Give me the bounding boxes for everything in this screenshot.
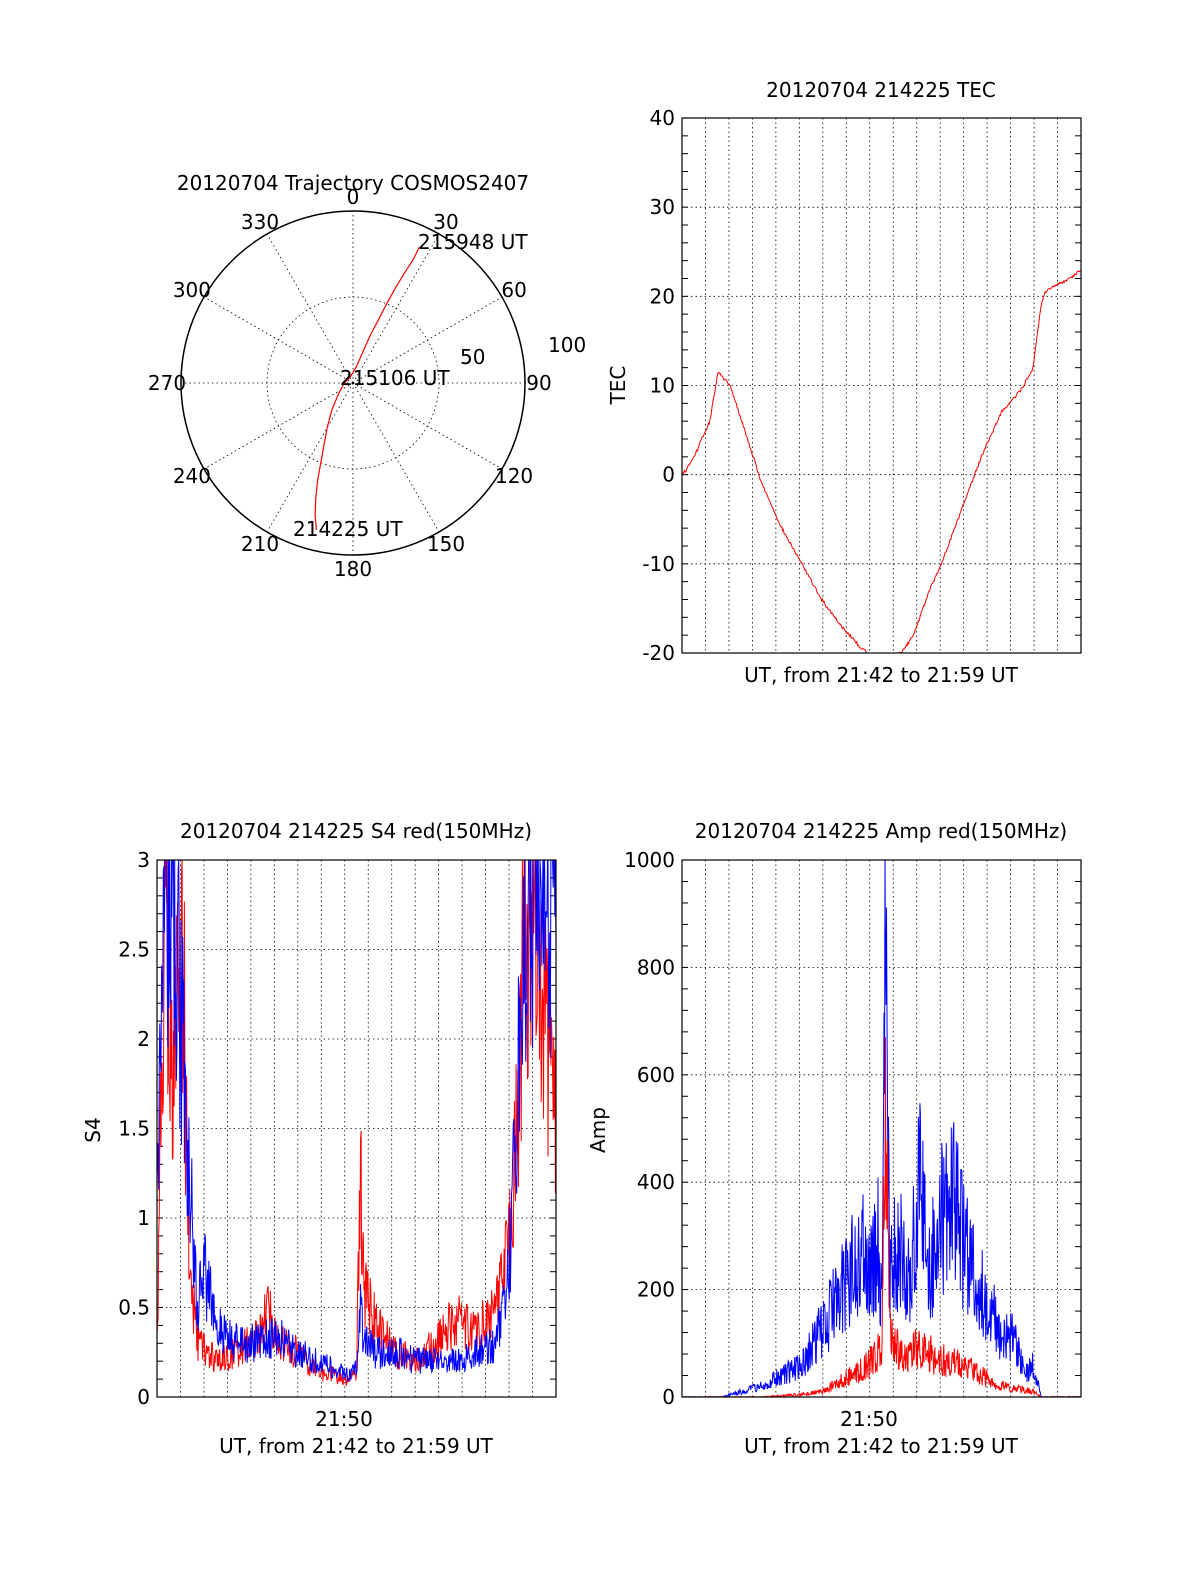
amp-yaxis: 0 200 400 600 800 1000 [624, 848, 1081, 1409]
tec-series [681, 270, 1081, 654]
tec-ylabel: TEC [606, 366, 630, 406]
s4-yaxis: 0 0.5 1 1.5 2 2.5 3 [118, 848, 556, 1409]
amp-grid [682, 860, 1081, 1397]
polar-azimuth-label: 270 [148, 371, 186, 395]
polar-azimuth-label: 240 [173, 464, 211, 488]
polar-azimuth-label: 0 [347, 185, 360, 209]
s4-title: 20120704 214225 S4 red(150MHz) [180, 819, 532, 843]
tec-plot-frame [681, 117, 1082, 654]
s4-grid [157, 860, 556, 1397]
tec-title: 20120704 214225 TEC [766, 78, 996, 102]
amp-plot-frame [681, 859, 1082, 1398]
polar-spoke [203, 382, 354, 470]
tec-yaxis: -20 -10 0 10 20 30 40 [642, 106, 1081, 665]
ytick-label: 800 [637, 955, 675, 979]
amp-ylabel: Amp [586, 1107, 610, 1153]
trajectory-polar-plot: 20120704 Trajectory COSMOS2407 0 30 60 90 12… [148, 171, 586, 581]
s4-ylabel: S4 [81, 1117, 105, 1142]
amp-title: 20120704 214225 Amp red(150MHz) [695, 819, 1067, 843]
polar-spoke [203, 296, 354, 384]
annotation-start-time: 214225 UT [293, 517, 403, 541]
ytick-label: 3 [137, 848, 150, 872]
polar-azimuth-label: 60 [501, 278, 526, 302]
ytick-label: 20 [650, 284, 675, 308]
ytick-label: 600 [637, 1063, 675, 1087]
polar-azimuth-label: 150 [427, 532, 465, 556]
ytick-label: -20 [642, 641, 675, 665]
amp-xlabel: UT, from 21:42 to 21:59 UT [744, 1434, 1019, 1458]
polar-azimuth-label: 30 [433, 210, 458, 234]
ytick-label: 1 [137, 1206, 150, 1230]
ytick-label: 400 [637, 1170, 675, 1194]
s4-plot-frame [156, 859, 557, 1398]
polar-azimuth-label: 120 [495, 464, 533, 488]
polar-azimuth-label: 180 [334, 557, 372, 581]
ytick-label: 0 [137, 1385, 150, 1409]
series-line [681, 859, 1082, 1398]
annotation-mid-time: 215106 UT [340, 366, 450, 390]
tec-panel: 20120704 214225 TEC TEC UT, from 21:42 t… [606, 78, 1082, 687]
amp-panel: 20120704 214225 Amp red(150MHz) Amp 21:5… [586, 819, 1082, 1458]
tec-xlabel: UT, from 21:42 to 21:59 UT [744, 663, 1019, 687]
polar-spoke [352, 233, 440, 384]
ytick-label: 40 [650, 106, 675, 130]
polar-radial-label-50: 50 [460, 345, 485, 369]
series-line [156, 859, 557, 1383]
polar-azimuth-label: 330 [241, 210, 279, 234]
polar-spoke [352, 296, 503, 384]
polar-spoke [266, 233, 354, 384]
polar-radial-label-100: 100 [548, 333, 586, 357]
s4-panel: 20120704 214225 S4 red(150MHz) S4 21:50 … [81, 819, 557, 1458]
s4-series [156, 859, 557, 1387]
polar-azimuth-labels: 0 30 60 90 120 150 180 210 240 270 300 330 [148, 185, 552, 581]
ytick-label: 1000 [624, 848, 675, 872]
polar-spokes [181, 211, 525, 555]
amp-xtick-label: 21:50 [840, 1407, 898, 1431]
tec-grid [682, 118, 1081, 653]
polar-azimuth-label: 90 [526, 371, 551, 395]
polar-spoke [266, 382, 354, 533]
polar-spoke [352, 382, 503, 470]
s4-xlabel: UT, from 21:42 to 21:59 UT [219, 1434, 494, 1458]
polar-azimuth-label: 300 [173, 278, 211, 302]
ytick-label: 0 [662, 463, 675, 487]
ytick-label: 2 [137, 1027, 150, 1051]
ytick-label: 10 [650, 374, 675, 398]
polar-spoke [352, 382, 440, 533]
trajectory-track [314, 246, 420, 530]
ytick-label: 0 [662, 1385, 675, 1409]
s4-xtick-label: 21:50 [315, 1407, 373, 1431]
trajectory-title: 20120704 Trajectory COSMOS2407 [177, 171, 529, 195]
ytick-label: 30 [650, 195, 675, 219]
ytick-label: -10 [642, 552, 675, 576]
polar-azimuth-label: 210 [241, 532, 279, 556]
amp-series [681, 859, 1082, 1399]
ytick-label: 200 [637, 1278, 675, 1302]
ytick-label: 1.5 [118, 1117, 150, 1141]
series-line [681, 270, 1081, 654]
ytick-label: 2.5 [118, 938, 150, 962]
annotation-end-time: 215948 UT [418, 230, 528, 254]
series-line [681, 1037, 1082, 1399]
ytick-label: 0.5 [118, 1296, 150, 1320]
